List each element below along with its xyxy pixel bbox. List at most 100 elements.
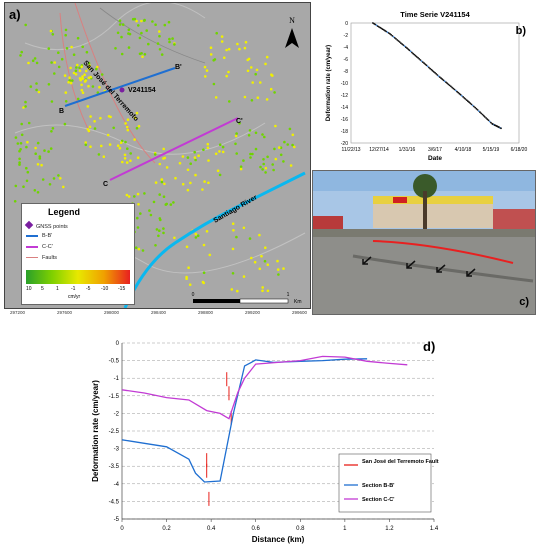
gnss-dot	[89, 145, 92, 148]
gnss-dot	[220, 40, 224, 43]
data-point	[459, 93, 462, 96]
gnss-dot	[13, 200, 17, 203]
gnss-dot	[18, 163, 21, 166]
gnss-dot	[78, 66, 81, 70]
gnss-point-marker	[119, 87, 125, 93]
gnss-dot	[87, 129, 91, 133]
data-point	[401, 43, 404, 45]
gnss-dot	[127, 28, 131, 32]
terrain-line	[24, 3, 206, 51]
gnss-dot	[173, 43, 176, 46]
gnss-dot	[47, 150, 50, 153]
gnss-dot	[64, 33, 67, 37]
data-point	[457, 91, 460, 94]
data-point	[447, 83, 450, 86]
data-point	[397, 40, 400, 42]
gnss-dot	[99, 116, 102, 120]
gnss-dot	[18, 149, 21, 153]
data-point	[409, 50, 412, 53]
scalebar-unit: Km	[294, 299, 302, 305]
gnss-dot	[137, 247, 141, 251]
data-point	[443, 80, 446, 83]
gnss-dot	[155, 228, 159, 231]
gnss-dot	[204, 75, 207, 78]
gnss-dot	[231, 222, 235, 225]
arrow-icon	[362, 256, 372, 265]
gnss-dot	[205, 230, 209, 233]
gnss-dot	[106, 133, 110, 137]
gnss-dot	[50, 130, 53, 133]
gnss-dot	[121, 23, 125, 26]
gnss-dot	[133, 138, 136, 141]
data-point	[423, 62, 425, 65]
gnss-dot	[141, 249, 145, 252]
data-point	[453, 88, 456, 91]
data-point	[413, 53, 416, 56]
gnss-dot	[264, 171, 267, 174]
gnss-dot	[286, 143, 290, 146]
gnss-dot	[158, 217, 162, 220]
x-tick-label: 5/15/19	[483, 147, 500, 153]
gnss-dot	[261, 286, 265, 289]
legend-box	[338, 453, 432, 513]
gnss-dot	[71, 79, 74, 82]
scale-tick: -1	[71, 286, 76, 292]
gnss-dot	[197, 154, 200, 157]
gnss-dot	[194, 236, 198, 239]
gnss-dot	[270, 73, 273, 76]
data-point	[418, 58, 421, 60]
gnss-dot	[206, 142, 210, 146]
gnss-dot	[258, 267, 262, 271]
map-legend: Legend GNSS points B-B' C-C' Faults 10 5…	[21, 203, 135, 305]
gnss-dot	[160, 178, 164, 181]
gnss-dot	[201, 188, 204, 191]
gnss-dot	[136, 226, 140, 229]
gnss-dot	[52, 177, 56, 180]
gnss-dot	[194, 232, 198, 236]
x-tick-label: 1.2	[385, 526, 394, 532]
gnss-dot	[282, 267, 285, 270]
gnss-dot	[193, 150, 196, 154]
data-point	[486, 118, 489, 121]
gnss-dot	[68, 76, 71, 79]
gnss-dot	[242, 159, 245, 162]
gnss-dot	[232, 229, 235, 232]
gnss-dot	[31, 59, 35, 62]
gnss-dot	[27, 61, 30, 65]
y-tick-label: -20	[341, 141, 348, 147]
gnss-dot	[196, 234, 200, 237]
x-tick-label: 0.8	[296, 526, 305, 532]
data-point	[481, 113, 484, 116]
gnss-dot	[24, 105, 27, 108]
gnss-dot	[261, 168, 264, 171]
gnss-dot	[291, 143, 294, 147]
gnss-dot	[129, 159, 132, 162]
gnss-dot	[47, 47, 51, 50]
gnss-dot	[181, 155, 185, 158]
gnss-dot	[148, 209, 151, 212]
gnss-dot	[118, 23, 122, 26]
data-point	[479, 111, 481, 114]
gnss-dot	[162, 227, 165, 230]
gnss-dot	[264, 62, 267, 66]
y-tick-label: -1	[114, 376, 120, 382]
gnss-dot	[234, 134, 238, 138]
gnss-dot	[160, 53, 164, 56]
x-tick-label: 11/22/13	[341, 147, 360, 153]
gnss-dot	[126, 118, 130, 121]
gnss-dot	[40, 163, 43, 167]
gnss-dot	[158, 162, 162, 166]
gnss-dot	[251, 152, 254, 156]
gnss-dot	[125, 161, 129, 164]
gnss-dot	[118, 19, 122, 23]
gnss-dot	[20, 133, 24, 137]
gnss-dot	[72, 71, 76, 75]
gnss-dot	[254, 147, 258, 151]
gnss-dot	[24, 100, 27, 104]
field-photo: c)	[312, 170, 536, 315]
gnss-dot	[81, 77, 84, 80]
gnss-dots	[13, 17, 296, 293]
gnss-dot	[251, 81, 254, 84]
gnss-dot	[282, 160, 285, 163]
gnss-dot	[261, 289, 264, 293]
